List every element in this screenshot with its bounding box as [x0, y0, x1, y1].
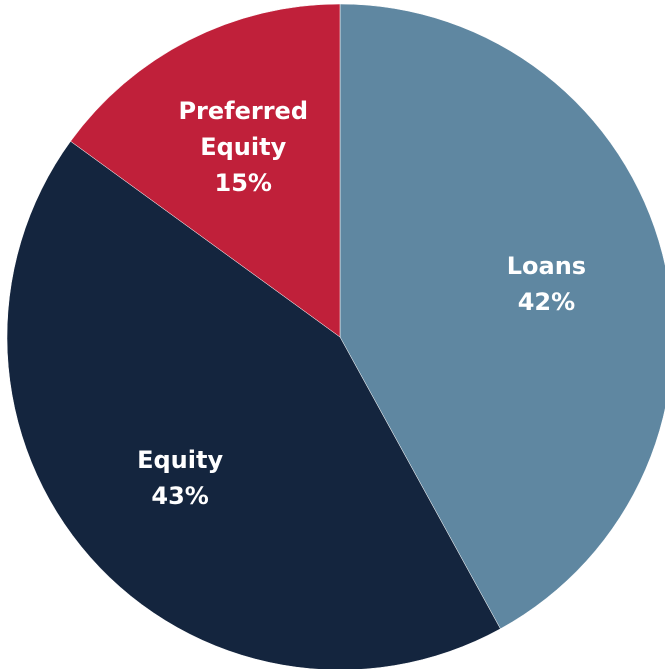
value-label: 43% [151, 481, 209, 510]
slice-label: Preferred Equity 15% [168, 93, 318, 201]
value-label: 42% [517, 287, 576, 316]
slice-label: Equity 43% [95, 442, 265, 514]
category-label: Preferred Equity [178, 97, 309, 162]
pie-slice [6, 140, 501, 669]
slice-label: Loans 42% [461, 248, 631, 320]
value-label: 15% [214, 169, 272, 198]
category-label: Equity [137, 445, 224, 474]
pie-slice [339, 3, 665, 630]
category-label: Loans [506, 251, 587, 280]
pie-slice [70, 3, 341, 338]
